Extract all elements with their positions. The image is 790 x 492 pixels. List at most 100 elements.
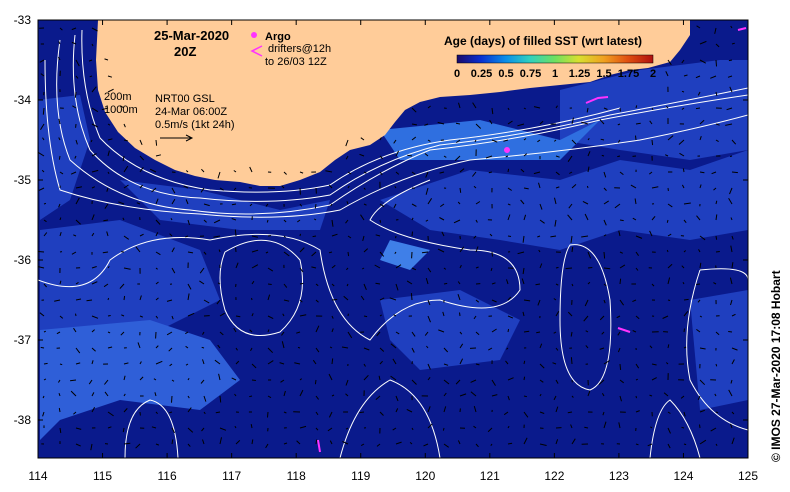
velocity-vector bbox=[171, 247, 175, 253]
velocity-vector bbox=[539, 203, 543, 210]
velocity-vector bbox=[715, 59, 717, 67]
velocity-vector bbox=[601, 392, 605, 397]
colorbar-title: Age (days) of filled SST (wrt latest) bbox=[444, 34, 642, 48]
velocity-vector bbox=[520, 168, 525, 173]
velocity-vector bbox=[536, 331, 541, 334]
velocity-vector bbox=[347, 171, 352, 175]
velocity-vector bbox=[443, 379, 450, 385]
velocity-vector bbox=[43, 362, 48, 365]
velocity-vector bbox=[59, 171, 64, 175]
velocity-vector bbox=[715, 235, 718, 240]
velocity-vector bbox=[299, 314, 307, 317]
velocity-vector bbox=[235, 440, 241, 445]
velocity-vector bbox=[123, 267, 131, 270]
velocity-vector bbox=[507, 187, 512, 191]
velocity-vector bbox=[267, 235, 271, 237]
velocity-vector bbox=[472, 102, 477, 109]
velocity-vector bbox=[183, 185, 189, 189]
velocity-vector bbox=[235, 360, 240, 365]
velocity-vector bbox=[43, 378, 47, 381]
velocity-vector bbox=[602, 411, 605, 416]
velocity-vector bbox=[681, 90, 685, 93]
velocity-vector bbox=[582, 200, 589, 205]
vector-scale-label: 0.5m/s (1kt 24h) bbox=[155, 119, 234, 131]
velocity-vector bbox=[567, 311, 573, 317]
velocity-vector bbox=[439, 217, 445, 221]
velocity-vector bbox=[411, 347, 415, 353]
velocity-vector bbox=[715, 411, 719, 414]
velocity-vector bbox=[187, 293, 190, 301]
velocity-vector bbox=[185, 199, 189, 205]
velocity-vector bbox=[328, 251, 333, 254]
velocity-vector bbox=[91, 347, 96, 352]
velocity-vector bbox=[667, 59, 672, 66]
velocity-vector bbox=[104, 379, 109, 385]
velocity-vector bbox=[251, 313, 254, 317]
velocity-vector bbox=[651, 139, 654, 146]
velocity-vector bbox=[507, 315, 514, 319]
velocity-vector bbox=[390, 375, 397, 381]
velocity-vector bbox=[507, 377, 514, 381]
velocity-vector bbox=[139, 233, 144, 237]
lat-tick-label: -34 bbox=[14, 93, 32, 107]
velocity-vector bbox=[139, 155, 145, 161]
velocity-vector bbox=[251, 363, 257, 369]
velocity-vector bbox=[491, 107, 494, 115]
lon-tick-label: 121 bbox=[480, 469, 500, 483]
velocity-vector bbox=[539, 363, 545, 369]
velocity-vector bbox=[75, 443, 81, 447]
velocity-vector bbox=[299, 267, 304, 273]
velocity-vector bbox=[42, 411, 45, 417]
velocity-vector bbox=[599, 347, 605, 350]
velocity-vector bbox=[75, 75, 79, 79]
velocity-vector bbox=[651, 107, 654, 110]
velocity-vector bbox=[199, 280, 205, 285]
velocity-vector bbox=[155, 297, 159, 301]
velocity-vector bbox=[571, 246, 574, 253]
velocity-vector bbox=[523, 376, 526, 381]
velocity-vector bbox=[697, 91, 701, 96]
velocity-vector bbox=[618, 230, 621, 237]
velocity-vector bbox=[312, 359, 317, 365]
velocity-vector bbox=[535, 283, 541, 286]
velocity-vector bbox=[581, 121, 589, 125]
velocity-vector bbox=[555, 186, 560, 189]
velocity-vector bbox=[699, 439, 707, 445]
credit-text: © IMOS 27-Mar-2020 17:08 Hobart bbox=[769, 270, 783, 462]
velocity-vector bbox=[523, 187, 529, 190]
velocity-vector bbox=[363, 203, 367, 206]
velocity-vector bbox=[347, 331, 353, 339]
velocity-vector bbox=[395, 395, 399, 402]
velocity-vector bbox=[715, 363, 718, 367]
velocity-vector bbox=[202, 439, 205, 445]
velocity-vector bbox=[314, 379, 317, 385]
velocity-vector bbox=[123, 235, 130, 240]
velocity-vector bbox=[345, 427, 349, 430]
velocity-vector bbox=[39, 59, 45, 63]
velocity-vector bbox=[390, 343, 397, 349]
velocity-vector bbox=[250, 423, 253, 429]
eddy-contour bbox=[559, 244, 612, 391]
velocity-vector bbox=[166, 331, 173, 336]
velocity-vector bbox=[437, 248, 445, 253]
velocity-vector bbox=[122, 155, 125, 161]
velocity-vector bbox=[619, 395, 622, 402]
velocity-vector bbox=[459, 343, 464, 349]
velocity-vector bbox=[538, 182, 541, 189]
velocity-vector bbox=[507, 328, 510, 333]
velocity-vector bbox=[120, 331, 125, 336]
velocity-vector bbox=[363, 374, 369, 381]
velocity-vector bbox=[555, 105, 558, 109]
velocity-vector bbox=[154, 392, 157, 397]
velocity-vector bbox=[187, 427, 194, 433]
velocity-vector bbox=[201, 168, 205, 173]
velocity-vector bbox=[123, 362, 129, 365]
longitude-axis: 114 115 116 117 118 119 120 121 122 123 124 125 bbox=[28, 20, 758, 483]
velocity-vector bbox=[666, 249, 669, 253]
velocity-vector bbox=[281, 185, 285, 189]
velocity-vector bbox=[730, 217, 733, 221]
colorbar-label: 0.75 bbox=[520, 68, 541, 80]
velocity-vector bbox=[311, 251, 317, 257]
velocity-vector bbox=[715, 443, 718, 446]
velocity-vector bbox=[427, 423, 433, 429]
